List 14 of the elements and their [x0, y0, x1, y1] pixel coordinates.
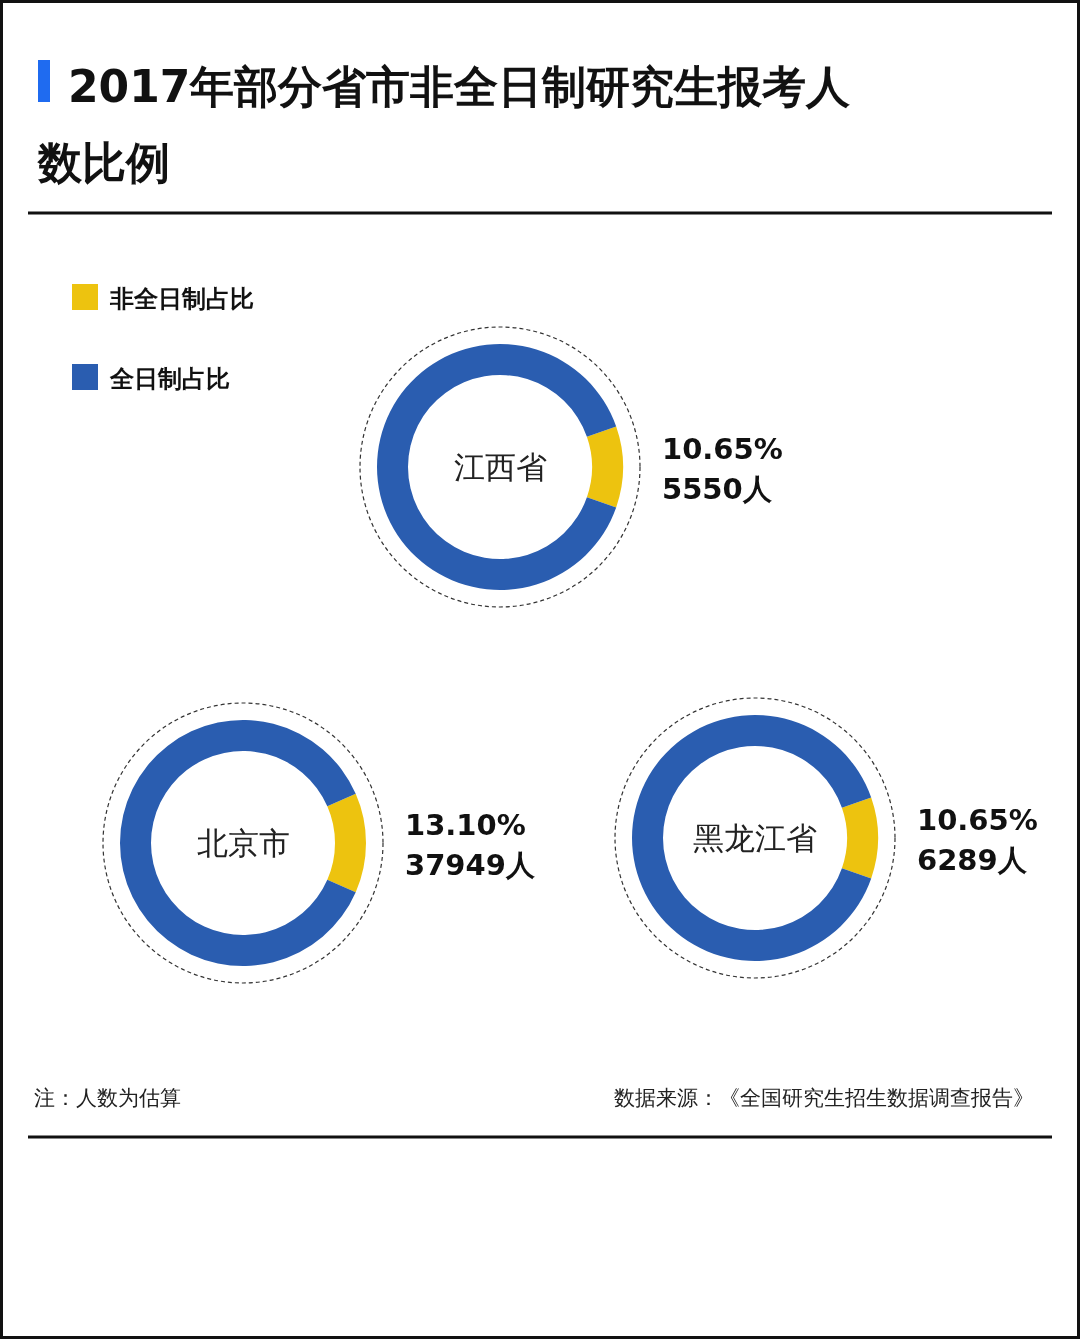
- data-label: 13.10%: [405, 808, 526, 842]
- text: 5550人: [662, 472, 773, 506]
- text: 6289人: [917, 843, 1028, 877]
- text: 2017年部分省市非全日制研究生报考人数比例: [37, 61, 851, 188]
- legend-label: 非全日制占比: [109, 285, 254, 313]
- text: 黑龙江省: [693, 820, 817, 856]
- text: 北京市: [196, 825, 290, 861]
- text: 37949人: [405, 848, 536, 882]
- data-label: 10.65%: [662, 432, 783, 466]
- text: 注：人数为估算: [34, 1086, 181, 1110]
- source-note: 数据来源：《全国研究生招生数据调查报告》: [614, 1086, 1034, 1110]
- text: 江西省: [453, 449, 547, 485]
- legend-label: 全日制占比: [109, 365, 230, 393]
- data-label: 10.65%: [917, 803, 1038, 837]
